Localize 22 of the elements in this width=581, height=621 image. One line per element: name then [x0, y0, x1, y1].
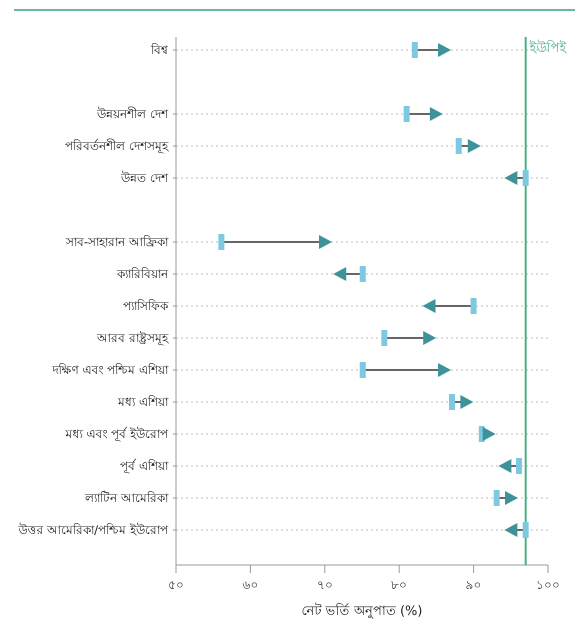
y-tick-label: বিশ্ব	[150, 43, 168, 57]
y-tick-label: দক্ষিণ এবং পশ্চিম এশিয়া	[52, 363, 169, 377]
x-tick-label: ৯০	[466, 578, 482, 592]
x-tick-label: ৬০	[242, 578, 258, 592]
x-tick-label: ১০০	[536, 578, 560, 592]
y-tick-label: মধ্য এবং পূর্ব ইউরোপ	[64, 427, 169, 442]
y-tick-label: উন্নয়নশীল দেশ	[96, 107, 169, 121]
y-tick-label: সাব-সাহারান আফ্রিকা	[64, 235, 169, 249]
y-tick-label: উন্নত দেশ	[120, 171, 169, 185]
y-tick-label: ল্যাটিন আমেরিকা	[84, 491, 169, 505]
y-tick-label: প্যাসিফিক	[123, 299, 169, 313]
y-tick-label: আরব রাষ্ট্রসমূহ	[96, 331, 169, 346]
x-tick-label: ৮০	[391, 578, 408, 592]
x-tick-label: ৫০	[168, 578, 184, 592]
y-tick-label: পরিবর্তনশীল দেশসমূহ	[65, 139, 169, 154]
y-tick-label: পূর্ব এশিয়া	[120, 459, 169, 474]
y-tick-label: মধ্য এশিয়া	[117, 395, 169, 409]
y-tick-label: ক্যারিবিয়ান	[116, 267, 169, 281]
y-tick-label: উত্তর আমেরিকা/পশ্চিম ইউরোপ	[17, 523, 169, 537]
ref-line-label: ইউপিই	[528, 40, 568, 56]
x-axis-title: নেট ভর্তি অনুপাত (%)	[302, 603, 422, 619]
x-tick-label: ৭০	[316, 578, 333, 592]
